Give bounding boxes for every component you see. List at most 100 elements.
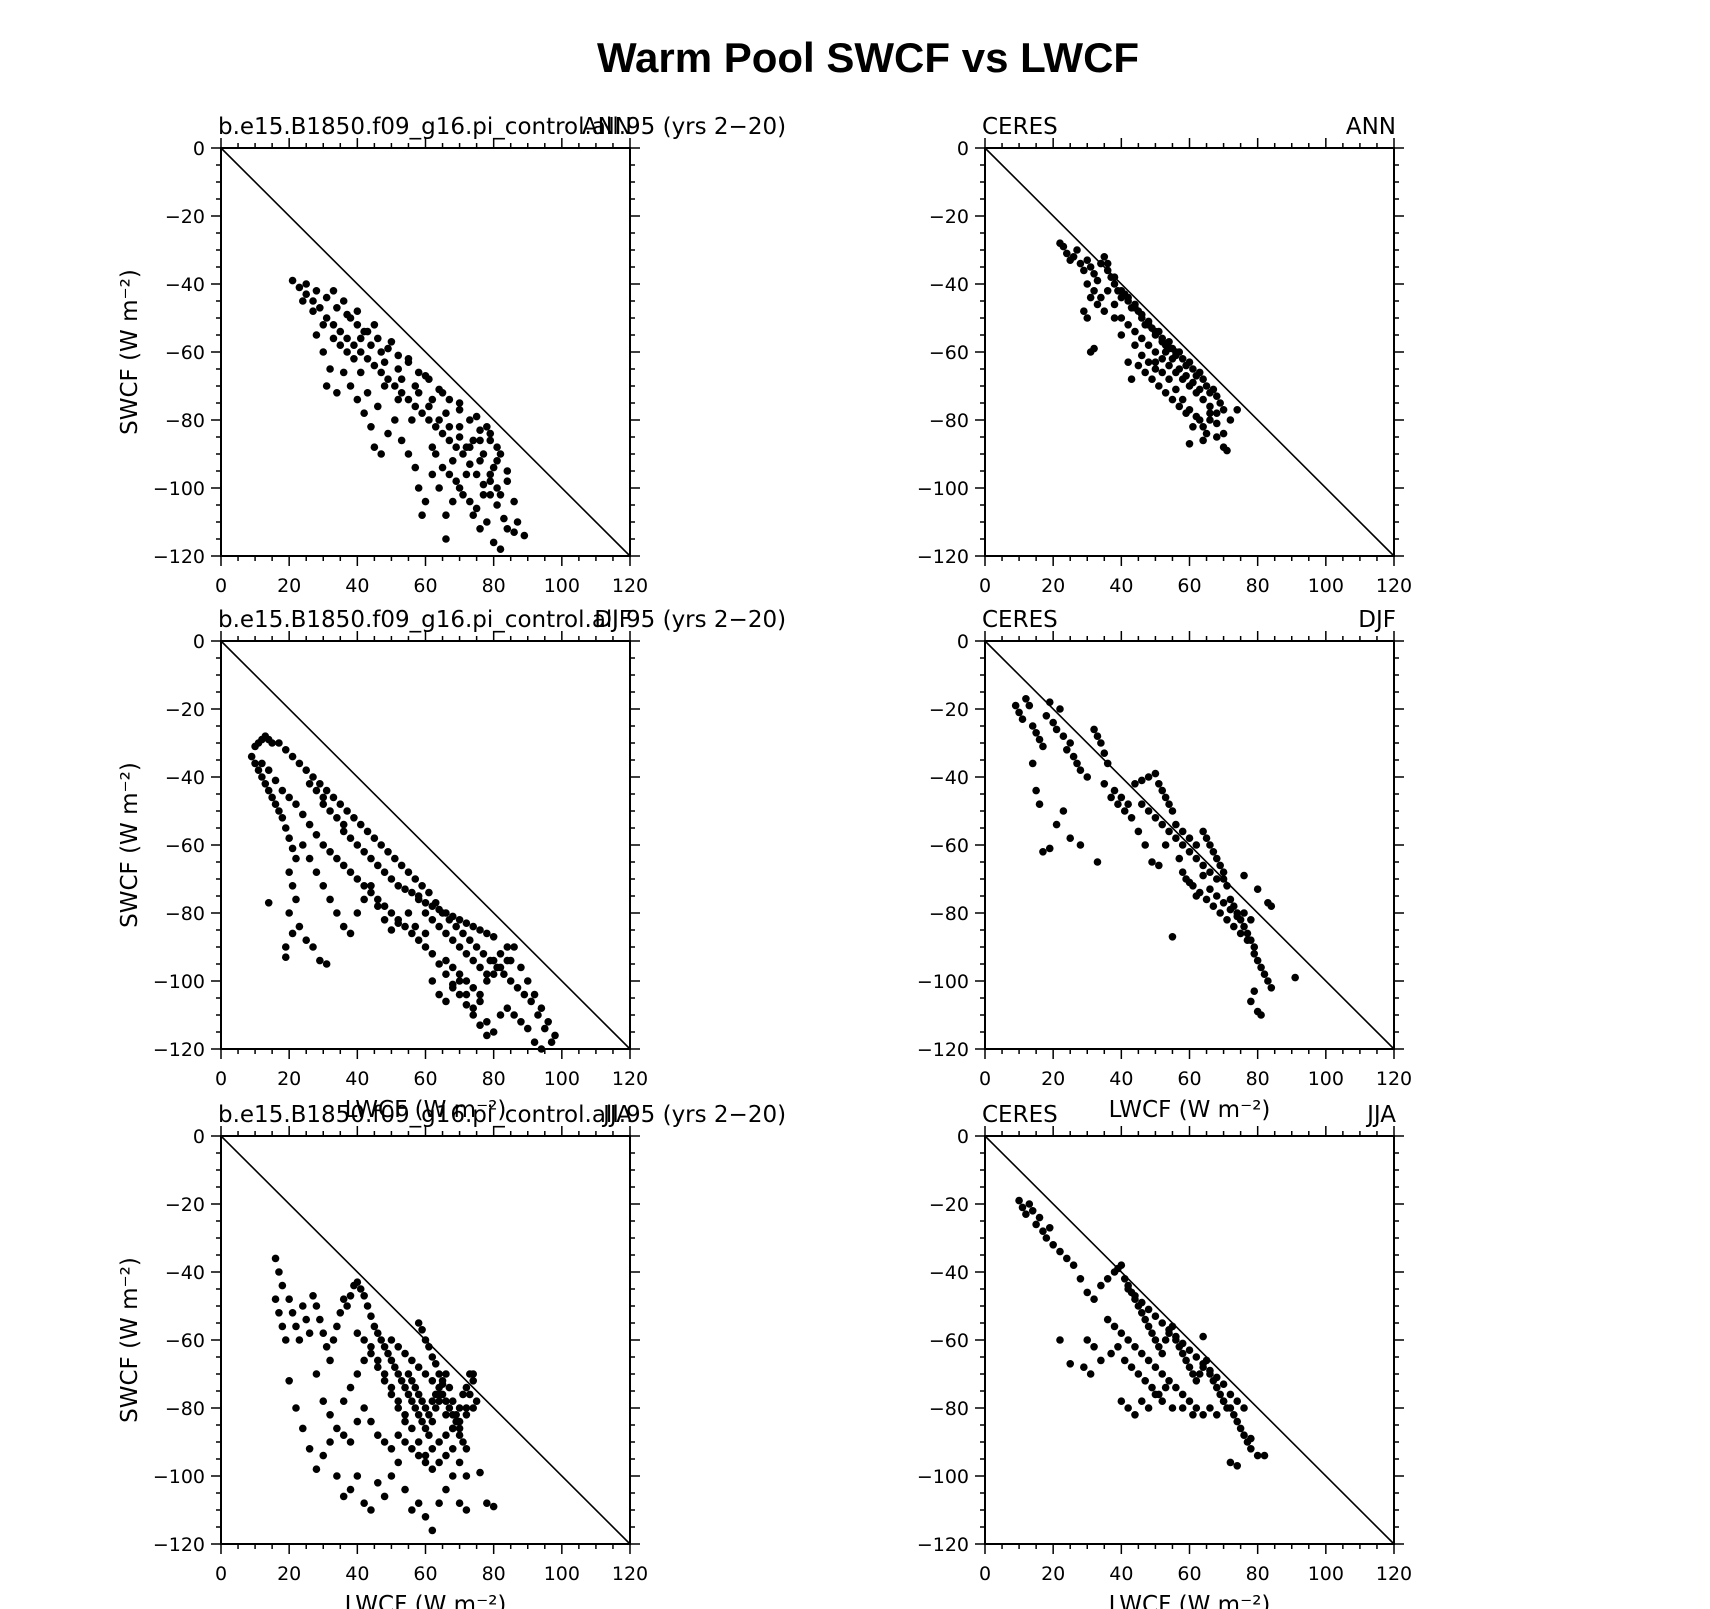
scatter-point bbox=[469, 1370, 478, 1378]
scatter-point bbox=[1090, 344, 1098, 353]
scatter-point bbox=[394, 919, 403, 927]
scatter-point bbox=[1219, 1397, 1228, 1405]
scatter-point bbox=[476, 1021, 484, 1029]
scatter-point bbox=[387, 909, 396, 917]
scatter-point bbox=[493, 501, 501, 509]
scatter-point bbox=[462, 1383, 471, 1392]
scatter-point bbox=[339, 1295, 348, 1303]
scatter-point bbox=[1212, 1411, 1221, 1419]
scatter-point bbox=[285, 868, 293, 876]
scatter-point bbox=[1110, 280, 1119, 288]
scatter-point bbox=[1172, 385, 1180, 394]
scatter-point bbox=[380, 1438, 389, 1446]
scatter-point bbox=[1124, 358, 1132, 367]
scatter-point bbox=[1219, 429, 1228, 438]
scatter-point bbox=[1161, 793, 1170, 802]
scatter-point bbox=[414, 1438, 423, 1446]
scatter-point bbox=[1052, 725, 1061, 734]
y-tick-label: −120 bbox=[917, 1534, 969, 1556]
scatter-point bbox=[1223, 446, 1231, 455]
scatter-point bbox=[476, 990, 484, 999]
scatter-point bbox=[353, 1370, 362, 1378]
scatter-point bbox=[408, 929, 416, 938]
scatter-point bbox=[343, 1302, 351, 1310]
scatter-point bbox=[346, 868, 355, 876]
scatter-point bbox=[442, 1431, 450, 1439]
scatter-point bbox=[1093, 732, 1102, 740]
scatter-point bbox=[1137, 351, 1146, 360]
panel-left-title: CERES bbox=[982, 607, 1058, 633]
scatter-point bbox=[319, 1451, 328, 1460]
scatter-point bbox=[387, 875, 396, 883]
scatter-point bbox=[360, 848, 368, 856]
scatter-point bbox=[281, 824, 290, 832]
x-tick-label: 100 bbox=[1308, 1068, 1344, 1090]
scatter-point bbox=[363, 355, 372, 363]
scatter-point bbox=[271, 1295, 280, 1303]
scatter-point bbox=[1045, 698, 1054, 706]
scatter-point bbox=[479, 950, 488, 958]
scatter-point bbox=[1192, 854, 1201, 863]
scatter-point bbox=[1161, 1336, 1170, 1344]
y-tick-label: −40 bbox=[929, 767, 969, 789]
x-tick-label: 120 bbox=[1376, 575, 1412, 597]
x-tick-label: 60 bbox=[1177, 1068, 1201, 1090]
scatter-point bbox=[411, 875, 420, 883]
scatter-point bbox=[1199, 1360, 1207, 1368]
scatter-point bbox=[1124, 1285, 1132, 1293]
scatter-point bbox=[1052, 820, 1061, 829]
scatter-point bbox=[1131, 327, 1139, 336]
scatter-point bbox=[387, 1356, 396, 1365]
y-tick-label: −120 bbox=[917, 1039, 969, 1061]
scatter-point bbox=[1240, 1404, 1248, 1412]
scatter-point bbox=[435, 1383, 443, 1392]
scatter-point bbox=[275, 807, 283, 815]
scatter-point bbox=[1212, 1373, 1221, 1382]
scatter-point bbox=[1168, 933, 1177, 941]
scatter-point bbox=[1158, 355, 1167, 363]
scatter-point bbox=[1090, 270, 1098, 278]
scatter-point bbox=[1199, 436, 1207, 445]
scatter-point bbox=[425, 416, 433, 424]
scatter-point bbox=[373, 902, 382, 910]
x-tick-label: 60 bbox=[1177, 575, 1201, 597]
scatter-point bbox=[1250, 943, 1259, 951]
y-tick-label: −20 bbox=[165, 699, 205, 721]
scatter-point bbox=[445, 1404, 454, 1412]
scatter-point bbox=[1212, 892, 1221, 900]
scatter-point bbox=[394, 1343, 403, 1351]
scatter-point bbox=[421, 1370, 430, 1378]
scatter-point bbox=[472, 943, 481, 951]
scatter-point bbox=[452, 922, 460, 931]
scatter-point bbox=[1141, 368, 1149, 377]
x-tick-label: 120 bbox=[612, 1563, 648, 1585]
scatter-point bbox=[370, 1322, 379, 1331]
y-tick-label: −80 bbox=[165, 1398, 205, 1420]
panel-ceres-djf: 0 20 40 60 80 100 120 0 −20 −40 −60 −80 −100 −120 CERE… bbox=[917, 607, 1412, 1123]
scatter-point bbox=[1025, 701, 1034, 710]
scatter-point bbox=[1172, 820, 1180, 829]
scatter-point bbox=[1168, 1404, 1177, 1412]
scatter-point bbox=[483, 518, 491, 526]
scatter-point bbox=[1178, 355, 1187, 363]
scatter-point bbox=[455, 406, 464, 414]
scatter-point bbox=[1219, 1380, 1228, 1388]
scatter-point bbox=[1063, 1254, 1071, 1263]
scatter-point bbox=[479, 491, 488, 499]
scatter-point bbox=[1172, 348, 1180, 356]
scatter-point bbox=[445, 395, 454, 404]
x-tick-label: 0 bbox=[215, 1563, 227, 1585]
scatter-point bbox=[448, 1445, 457, 1453]
scatter-point bbox=[302, 280, 311, 288]
scatter-point bbox=[1086, 293, 1095, 302]
scatter-point bbox=[483, 1018, 491, 1026]
scatter-point bbox=[414, 1499, 423, 1507]
y-tick-label: −20 bbox=[165, 206, 205, 228]
scatter-point bbox=[523, 1024, 532, 1033]
y-tick-label: −100 bbox=[153, 478, 205, 500]
x-tick-label: 40 bbox=[345, 575, 369, 597]
scatter-point bbox=[1056, 1247, 1064, 1256]
scatter-point bbox=[401, 1349, 409, 1358]
scatter-point bbox=[377, 348, 385, 356]
scatter-point bbox=[517, 1018, 525, 1026]
